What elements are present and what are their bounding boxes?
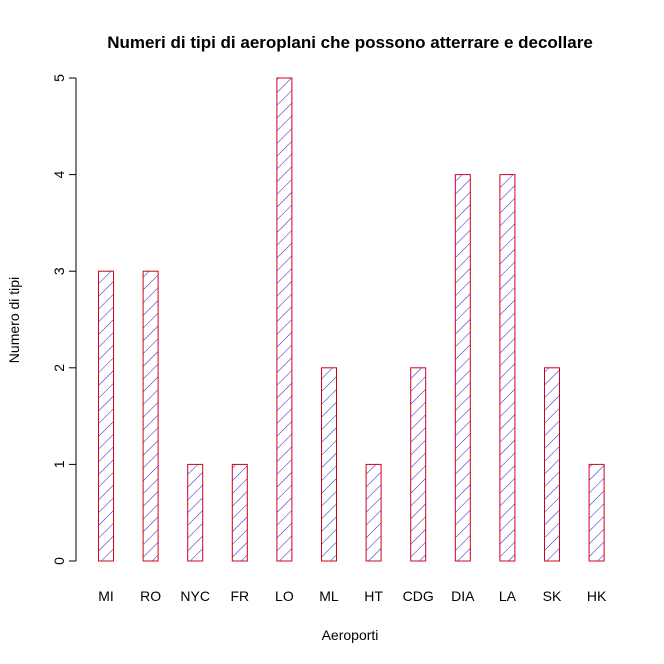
- y-tick-label: 2: [51, 364, 67, 372]
- x-tick-label: DIA: [451, 588, 475, 604]
- x-tick-label: MI: [98, 588, 114, 604]
- bar-la: [499, 174, 516, 562]
- x-axis-label: Aeroporti: [322, 627, 379, 643]
- y-tick-label: 4: [51, 170, 67, 178]
- bar-cdg: [410, 367, 427, 562]
- x-tick-label: FR: [230, 588, 249, 604]
- bar-sk: [544, 367, 560, 562]
- x-tick-label: HK: [587, 588, 607, 604]
- y-tick-label: 5: [51, 74, 67, 82]
- bars: [98, 77, 605, 562]
- bar-ro: [142, 270, 159, 562]
- bar-fr: [231, 463, 248, 562]
- x-tick-label: HT: [364, 588, 383, 604]
- y-tick-label: 3: [51, 267, 67, 275]
- y-tick-label: 0: [51, 557, 67, 565]
- bar-hk: [588, 463, 605, 562]
- x-tick-label: LO: [275, 588, 294, 604]
- x-tick-labels: MI RO NYC FR LO ML HT CDG DIA LA SK HK: [98, 588, 607, 604]
- x-tick-label: ML: [319, 588, 339, 604]
- y-tick-label: 1: [51, 460, 67, 468]
- chart-title: Numeri di tipi di aeroplani che possono …: [107, 33, 593, 52]
- x-tick-label: RO: [140, 588, 161, 604]
- y-axis-label: Numero di tipi: [6, 277, 22, 363]
- bar-mi: [98, 270, 114, 562]
- bar-ml: [321, 367, 337, 562]
- bar-lo: [276, 77, 293, 562]
- y-axis: 0 1 2 3 4 5: [51, 74, 77, 565]
- bar-ht: [365, 463, 382, 562]
- x-tick-label: CDG: [403, 588, 434, 604]
- x-tick-label: SK: [543, 588, 562, 604]
- bar-nyc: [187, 463, 204, 562]
- bar-dia: [454, 174, 471, 562]
- x-tick-label: LA: [499, 588, 517, 604]
- x-tick-label: NYC: [180, 588, 210, 604]
